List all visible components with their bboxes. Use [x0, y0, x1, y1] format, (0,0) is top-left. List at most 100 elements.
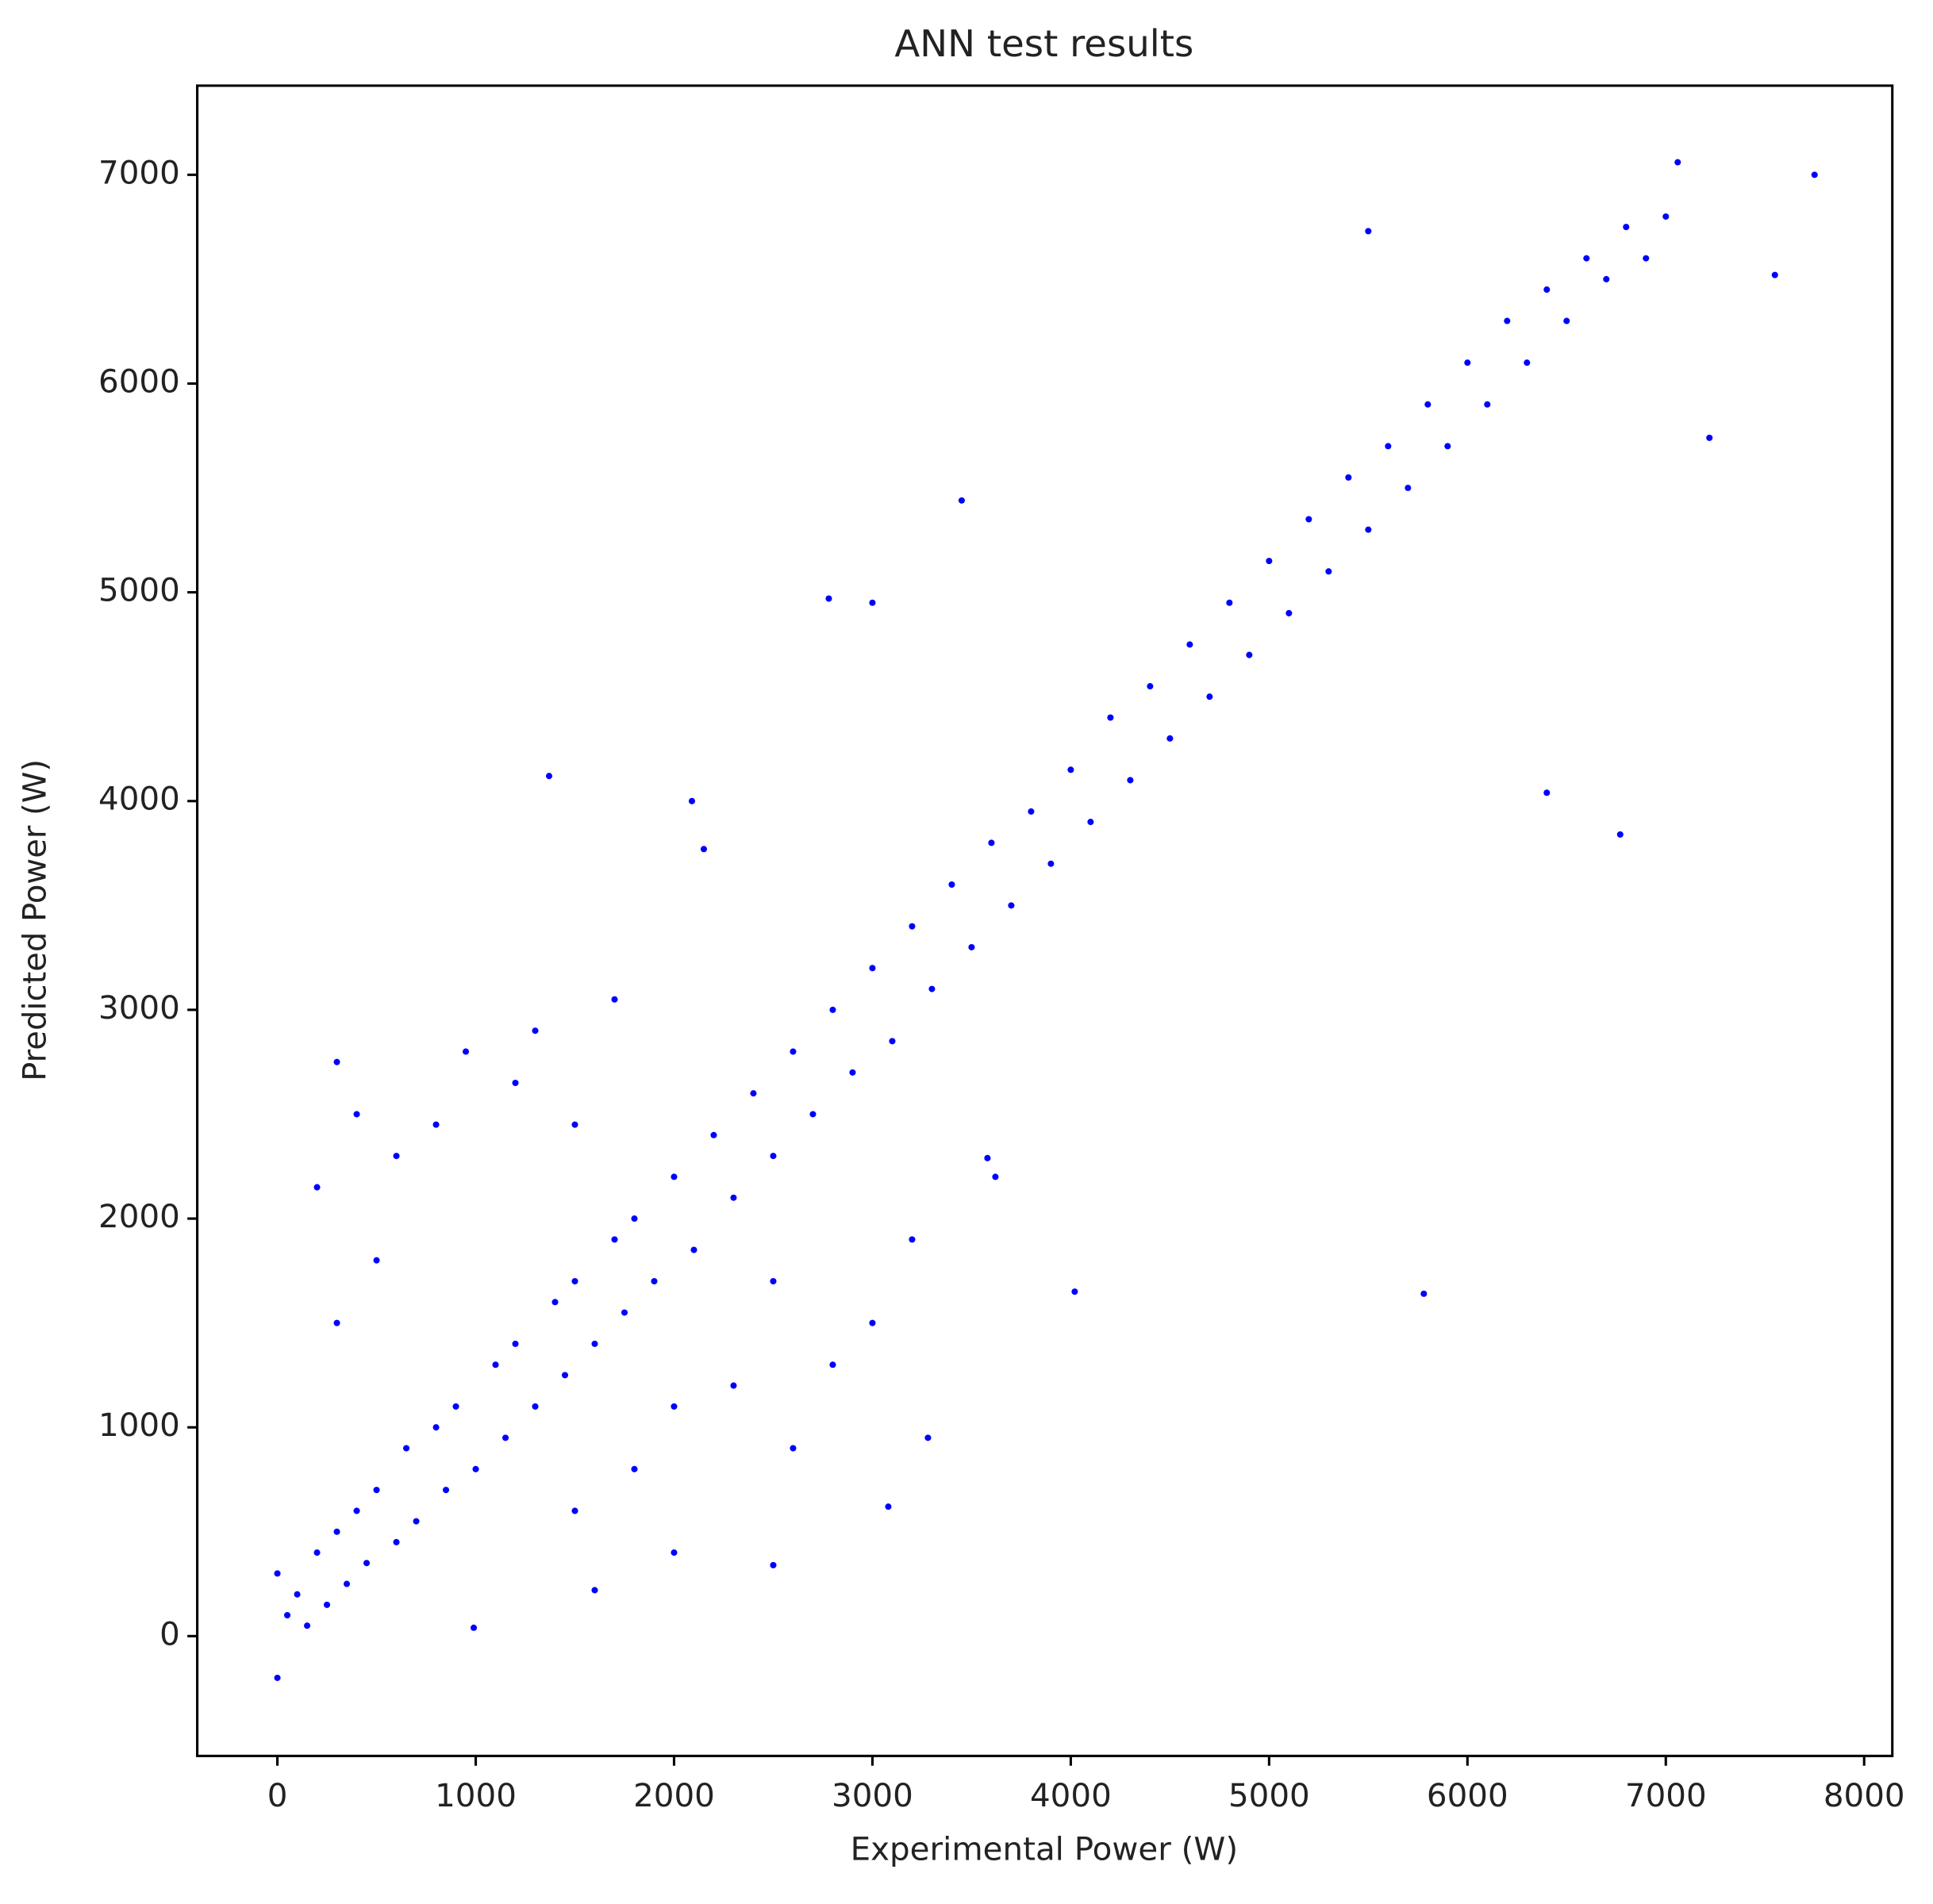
- point: [591, 1587, 598, 1594]
- point: [413, 1518, 420, 1525]
- point: [1424, 401, 1431, 408]
- point: [324, 1601, 331, 1608]
- y-tick-label: 2000: [98, 1199, 180, 1235]
- point: [1226, 599, 1233, 606]
- point: [730, 1194, 737, 1201]
- point: [924, 1434, 932, 1441]
- point: [1674, 159, 1681, 166]
- point: [1246, 651, 1253, 658]
- point: [1504, 317, 1511, 324]
- point: [1444, 443, 1451, 450]
- point: [470, 1624, 478, 1631]
- point: [829, 1361, 836, 1368]
- point: [671, 1549, 678, 1557]
- point: [1616, 831, 1624, 838]
- y-tick-label: 0: [159, 1616, 180, 1653]
- x-tick-label: 5000: [1228, 1778, 1310, 1814]
- point: [1706, 434, 1713, 441]
- chart-title: ANN test results: [894, 22, 1193, 65]
- point: [611, 996, 618, 1003]
- y-tick-label: 6000: [98, 364, 180, 401]
- x-tick-label: 2000: [633, 1778, 715, 1814]
- plot-frame: [196, 84, 1894, 1757]
- point: [688, 797, 696, 804]
- point: [1524, 359, 1531, 367]
- point: [1166, 735, 1174, 742]
- point: [1623, 224, 1630, 231]
- point: [432, 1121, 440, 1128]
- point: [849, 1069, 856, 1076]
- point: [373, 1487, 380, 1494]
- point: [611, 1236, 618, 1243]
- point: [1147, 683, 1154, 690]
- point: [571, 1277, 578, 1284]
- point: [690, 1246, 697, 1253]
- x-tick-label: 0: [267, 1778, 288, 1814]
- point: [393, 1538, 400, 1545]
- point: [1464, 359, 1471, 367]
- point: [1385, 443, 1392, 450]
- point: [571, 1507, 578, 1514]
- point: [551, 1299, 559, 1306]
- point: [571, 1121, 578, 1128]
- point: [909, 1236, 916, 1243]
- point: [909, 923, 916, 930]
- y-tick-label: 1000: [98, 1407, 180, 1444]
- x-tick-label: 8000: [1823, 1778, 1905, 1814]
- point: [561, 1372, 569, 1379]
- y-tick-label: 5000: [98, 573, 180, 609]
- point: [928, 985, 936, 992]
- point: [1662, 213, 1670, 220]
- point: [1583, 255, 1590, 262]
- point: [393, 1153, 400, 1160]
- point: [462, 1048, 470, 1055]
- point: [442, 1487, 450, 1494]
- point: [1643, 255, 1650, 262]
- point: [869, 599, 876, 606]
- point: [333, 1528, 340, 1535]
- point: [1325, 568, 1332, 575]
- point: [948, 881, 955, 889]
- x-tick-label: 7000: [1625, 1778, 1707, 1814]
- point: [492, 1361, 499, 1368]
- point: [452, 1403, 459, 1410]
- point: [274, 1674, 281, 1681]
- point: [1067, 766, 1074, 774]
- point: [621, 1309, 628, 1316]
- point: [353, 1507, 360, 1514]
- point: [1405, 485, 1412, 492]
- point: [1563, 317, 1570, 324]
- x-axis-label: Experimental Power (W): [851, 1832, 1238, 1868]
- point: [1543, 286, 1551, 294]
- point: [631, 1465, 638, 1472]
- point: [1008, 902, 1015, 909]
- point: [710, 1131, 717, 1138]
- point: [869, 965, 876, 972]
- point: [631, 1215, 638, 1223]
- point: [889, 1038, 896, 1045]
- point: [992, 1173, 999, 1180]
- point: [1603, 275, 1610, 282]
- point: [750, 1090, 757, 1097]
- x-tick-label: 6000: [1427, 1778, 1508, 1814]
- point: [1127, 777, 1134, 784]
- point: [968, 943, 975, 950]
- point: [1365, 228, 1372, 235]
- point: [294, 1591, 301, 1598]
- y-tick-label: 4000: [98, 781, 180, 818]
- point: [313, 1184, 321, 1191]
- point: [502, 1434, 509, 1441]
- point: [1811, 171, 1818, 178]
- point: [1365, 526, 1372, 533]
- point: [700, 846, 708, 853]
- point: [671, 1403, 678, 1410]
- point: [304, 1622, 311, 1630]
- point: [958, 497, 965, 504]
- x-tick-label: 3000: [832, 1778, 913, 1814]
- point: [1186, 641, 1193, 648]
- point: [344, 1580, 351, 1587]
- point: [790, 1445, 797, 1452]
- point: [790, 1048, 797, 1055]
